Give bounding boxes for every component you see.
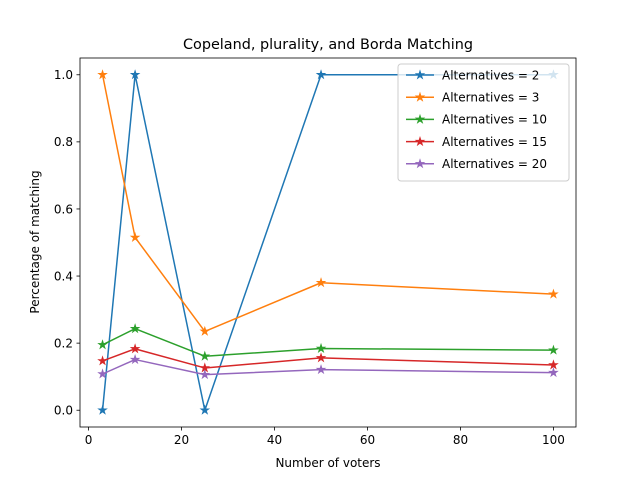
legend-marker — [414, 158, 426, 169]
data-point — [129, 343, 141, 354]
series-2 — [97, 69, 559, 336]
data-point — [129, 323, 141, 334]
data-point — [97, 368, 108, 379]
x-tick-label: 0 — [85, 433, 93, 447]
legend-label: Alternatives = 2 — [442, 68, 539, 82]
data-point — [129, 354, 141, 365]
data-point — [199, 325, 211, 336]
data-point — [315, 352, 327, 363]
data-point — [199, 350, 211, 361]
y-axis: 0.0 0.2 0.4 0.6 0.8 1.0 — [54, 68, 80, 418]
data-point — [548, 359, 559, 370]
data-point — [315, 342, 327, 354]
data-point — [548, 367, 559, 378]
chart-title: Copeland, plurality, and Borda Matching — [183, 37, 473, 53]
legend-label: Alternatives = 20 — [442, 157, 547, 171]
legend-entry: Alternatives = 3 — [406, 91, 539, 105]
legend-entry: Alternatives = 20 — [406, 157, 547, 171]
y-tick-label: 0.2 — [54, 336, 73, 350]
y-tick-label: 0.4 — [54, 269, 73, 283]
data-point — [97, 69, 108, 80]
data-point — [548, 344, 559, 355]
legend-entry: Alternatives = 10 — [406, 113, 547, 127]
data-point — [199, 369, 211, 380]
legend-marker — [414, 69, 426, 80]
legend-label: Alternatives = 15 — [442, 135, 547, 149]
data-point — [97, 355, 108, 366]
legend-entry: Alternatives = 15 — [406, 135, 547, 149]
legend-marker — [414, 91, 426, 102]
x-axis: 0 20 40 60 80 100 — [85, 427, 565, 447]
y-axis-label: Percentage of matching — [28, 170, 42, 313]
legend-label: Alternatives = 3 — [442, 91, 539, 105]
legend: Alternatives = 2 Alternatives = 3 Alternat… — [397, 63, 570, 182]
y-tick-label: 0.0 — [54, 404, 73, 418]
x-tick-label: 20 — [174, 433, 189, 447]
x-tick-label: 80 — [453, 433, 468, 447]
y-tick-label: 0.8 — [54, 135, 73, 149]
x-tick-label: 40 — [267, 433, 282, 447]
data-point — [97, 404, 108, 415]
axes-frame — [79, 57, 577, 428]
y-tick-label: 1.0 — [54, 68, 73, 82]
data-point — [97, 339, 108, 350]
data-point — [199, 404, 211, 415]
data-point — [315, 277, 327, 288]
legend-marker — [414, 136, 426, 147]
legend-box — [397, 63, 570, 182]
data-point — [129, 69, 141, 80]
plot-area: 0 20 40 60 80 100 0.0 0.2 0.4 0.6 0.8 1.0 — [54, 57, 577, 447]
data-point — [548, 288, 559, 299]
data-point — [129, 231, 141, 242]
data-point — [315, 69, 327, 80]
legend-marker — [414, 113, 426, 124]
series-5 — [97, 354, 559, 380]
x-axis-label: Number of voters — [275, 456, 380, 470]
legend-label: Alternatives = 10 — [442, 113, 547, 127]
x-tick-label: 100 — [542, 433, 565, 447]
y-tick-label: 0.6 — [54, 202, 73, 216]
data-point — [315, 364, 327, 375]
x-tick-label: 60 — [360, 433, 375, 447]
series-3 — [97, 323, 559, 361]
legend-entry: Alternatives = 2 — [406, 68, 539, 82]
